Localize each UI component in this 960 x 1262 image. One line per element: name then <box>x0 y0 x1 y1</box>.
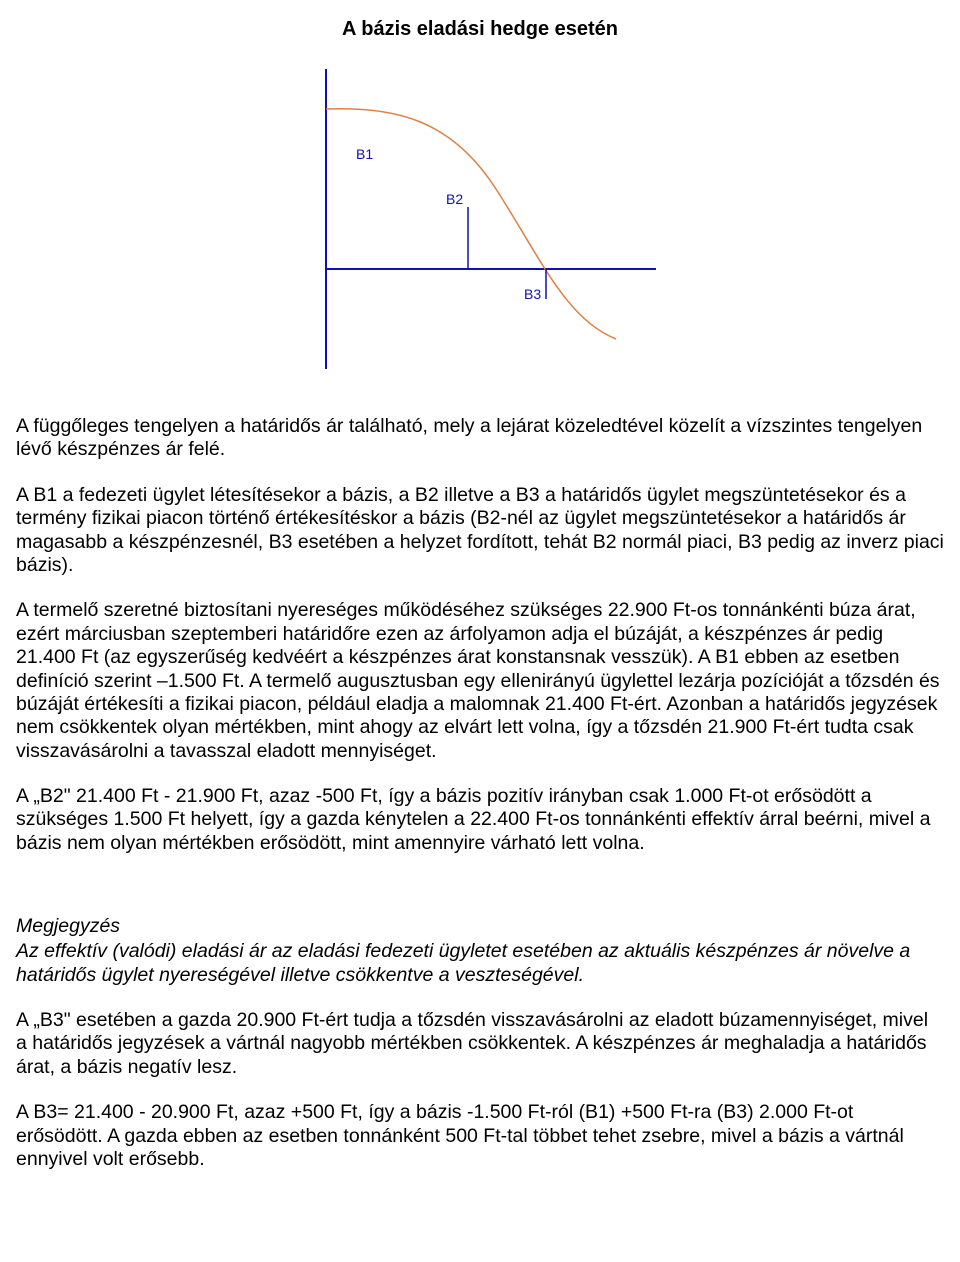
paragraph-1: A függőleges tengelyen a határidős ár ta… <box>16 415 944 462</box>
note-body: Az effektív (valódi) eladási ár az eladá… <box>16 940 944 987</box>
document-page: A bázis eladási hedge esetén B1 B2 B3 A fü… <box>0 0 960 1262</box>
paragraph-3: A termelő szeretné biztosítani nyeresége… <box>16 599 944 763</box>
paragraph-2: A B1 a fedezeti ügylet létesítésekor a b… <box>16 484 944 578</box>
svg-text:B3: B3 <box>524 286 541 302</box>
paragraph-4: A „B2" 21.400 Ft - 21.900 Ft, azaz -500 … <box>16 785 944 855</box>
chart-container: B1 B2 B3 <box>16 59 944 379</box>
svg-text:B1: B1 <box>356 146 373 162</box>
basis-hedge-chart: B1 B2 B3 <box>246 59 666 379</box>
paragraph-5: A „B3" esetében a gazda 20.900 Ft-ért tu… <box>16 1009 944 1079</box>
paragraph-6: A B3= 21.400 - 20.900 Ft, azaz +500 Ft, … <box>16 1101 944 1171</box>
svg-text:B2: B2 <box>446 191 463 207</box>
page-title: A bázis eladási hedge esetén <box>16 18 944 41</box>
note-heading: Megjegyzés <box>16 915 944 938</box>
